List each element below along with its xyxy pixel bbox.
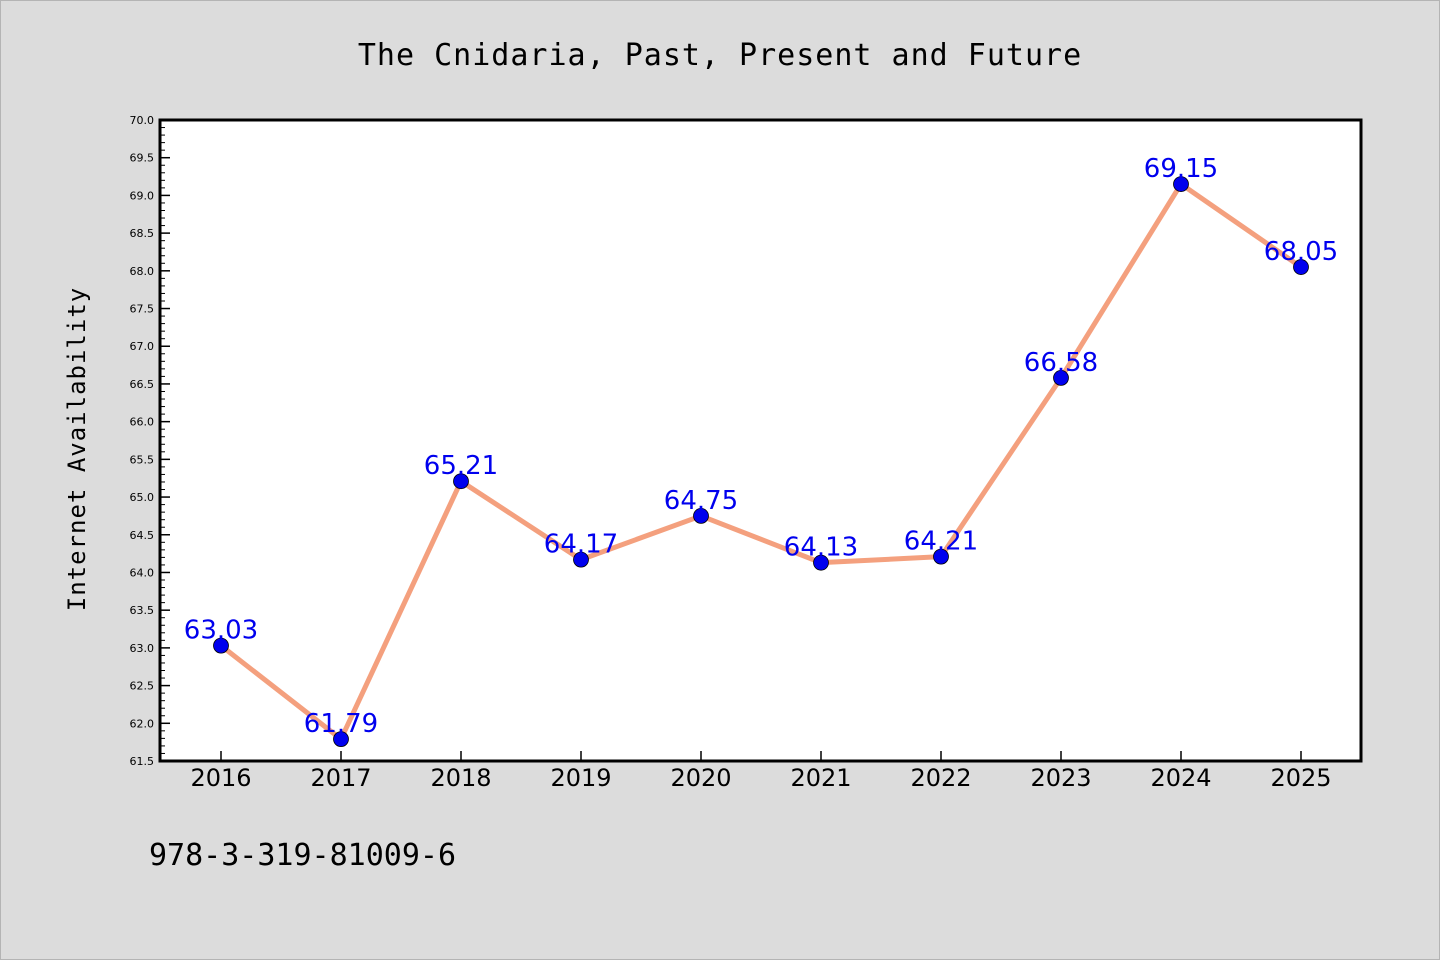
x-tick-label: 2022 [910, 764, 971, 792]
y-tick-label: 66.0 [130, 416, 155, 429]
data-label: 64.13 [784, 533, 858, 563]
x-tick-label: 2025 [1270, 764, 1331, 792]
data-labels: 63.03 61.79 65.21 64.17 64.75 64.13 64.21 66.58… [184, 154, 1338, 739]
data-point [813, 554, 829, 571]
data-point [693, 508, 709, 524]
y-tick-label: 67.0 [130, 340, 155, 353]
y-tick-label: 61.5 [130, 755, 155, 768]
isbn-footer: 978-3-319-81009-6 [149, 838, 456, 873]
x-tick-label: 2017 [310, 764, 371, 792]
data-label: 68.05 [1264, 237, 1338, 267]
x-tick-label: 2019 [550, 764, 611, 792]
y-tick-label: 64.0 [130, 566, 155, 579]
series-line [218, 181, 1304, 742]
chart-title: The Cnidaria, Past, Present and Future [358, 38, 1082, 73]
y-axis-label: Internet Availability [63, 287, 91, 611]
data-markers [213, 176, 1309, 748]
data-label: 69.15 [1144, 154, 1218, 184]
x-tick-label: 2024 [1150, 764, 1211, 792]
data-point [1173, 176, 1189, 193]
y-tick-label: 70.0 [130, 114, 155, 127]
plot-area [160, 120, 1361, 761]
y-tick-label: 68.0 [130, 265, 155, 278]
series-line-group [218, 181, 1304, 742]
data-point [1293, 259, 1309, 275]
data-point [933, 548, 949, 565]
y-tick-label: 63.0 [130, 642, 155, 655]
plot-frame [158, 118, 1363, 763]
x-tick-label: 2018 [430, 764, 491, 792]
y-tick-label: 63.5 [130, 604, 155, 617]
data-point [333, 731, 349, 748]
y-tick-label: 65.5 [130, 453, 155, 466]
data-label: 64.21 [904, 527, 978, 557]
y-tick-label: 66.5 [130, 378, 155, 391]
data-label: 61.79 [304, 709, 378, 739]
data-point [1053, 370, 1069, 386]
y-tick-label: 67.5 [130, 303, 155, 316]
y-tick-label: 62.0 [130, 717, 155, 730]
x-tick-label: 2023 [1030, 764, 1091, 792]
x-tick-label: 2016 [190, 764, 251, 792]
x-axis-ticks: 2016 2017 2018 2019 2020 2021 2022 2023 2024 2025 [190, 751, 1332, 792]
y-tick-label: 64.5 [130, 529, 155, 542]
y-tick-label: 65.0 [130, 491, 155, 504]
data-label: 63.03 [184, 616, 258, 646]
data-label: 65.21 [424, 451, 498, 481]
y-tick-label: 69.0 [130, 189, 155, 202]
data-point [453, 473, 469, 490]
x-tick-label: 2020 [670, 764, 731, 792]
data-point [213, 637, 229, 654]
data-label: 64.75 [664, 486, 738, 516]
data-label: 64.17 [544, 530, 618, 560]
y-tick-label: 62.5 [130, 680, 155, 693]
y-tick-label: 68.5 [130, 227, 155, 240]
data-label: 66.58 [1024, 348, 1098, 378]
y-tick-label: 69.5 [130, 152, 155, 165]
data-point [573, 551, 589, 568]
x-tick-label: 2021 [790, 764, 851, 792]
